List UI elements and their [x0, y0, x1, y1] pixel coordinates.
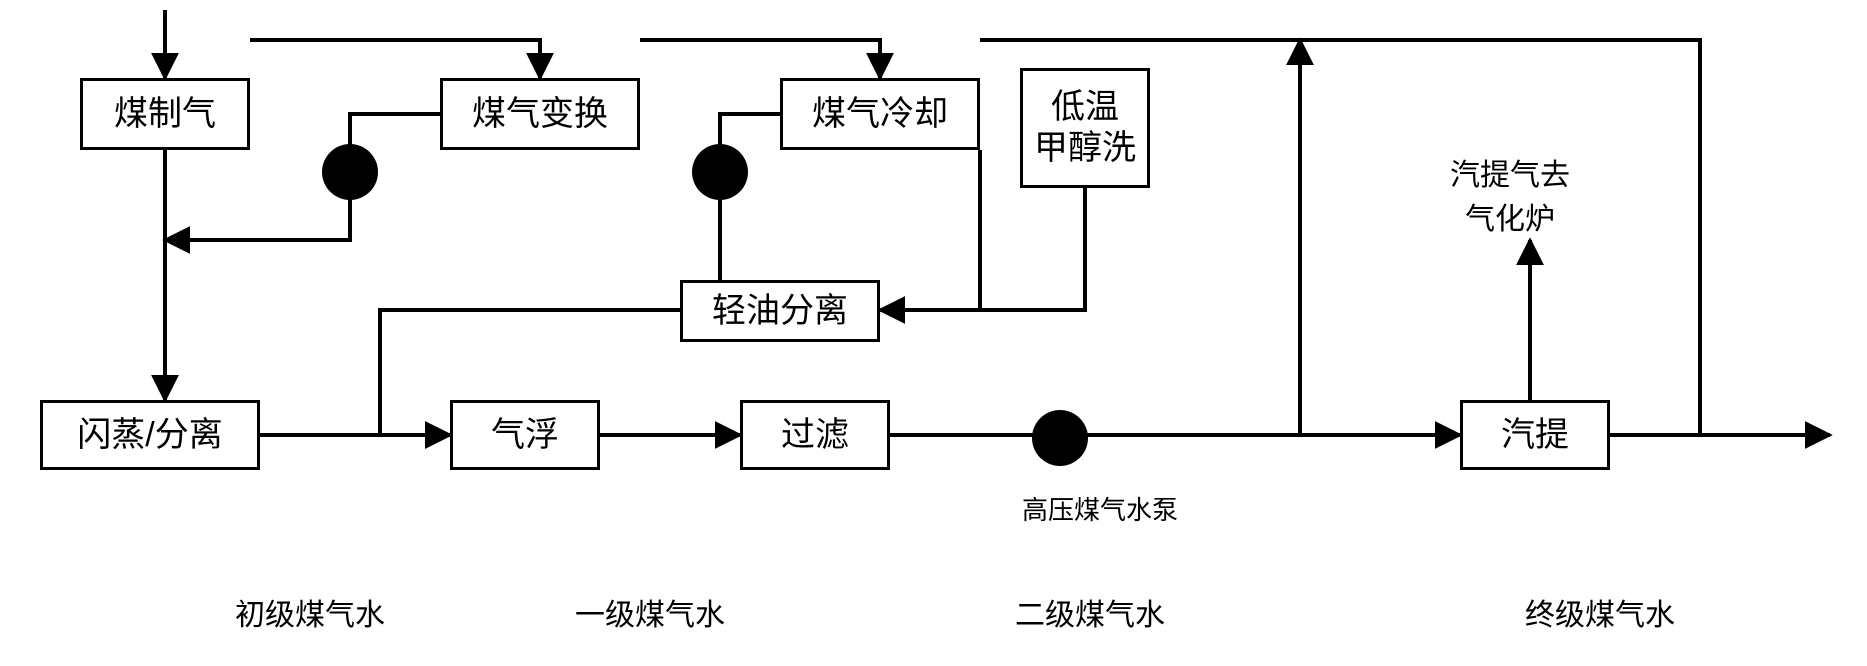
junction-dot2 — [692, 144, 748, 200]
label-lvl0: 初级煤气水 — [200, 590, 420, 634]
label-pump_label: 高压煤气水泵 — [1000, 490, 1200, 527]
node-label: 煤气变换 — [472, 94, 608, 135]
node-methanol_wash: 低温 甲醇洗 — [1020, 68, 1150, 188]
junction-dot1 — [322, 144, 378, 200]
node-label: 煤制气 — [114, 94, 216, 135]
node-coal_gas: 煤制气 — [80, 78, 250, 150]
node-label: 汽提 — [1501, 415, 1569, 456]
node-gas_shift: 煤气变换 — [440, 78, 640, 150]
label-lvl3: 终级煤气水 — [1490, 590, 1710, 634]
node-flash: 闪蒸/分离 — [40, 400, 260, 470]
edge-dot1_down_left — [165, 172, 350, 240]
edge-coalgas_to_shift — [250, 40, 540, 78]
label-lvl1: 一级煤气水 — [540, 590, 760, 634]
node-label: 轻油分离 — [712, 291, 848, 332]
node-label: 低温 甲醇洗 — [1034, 87, 1136, 169]
node-flotation: 气浮 — [450, 400, 600, 470]
label-strip_gas: 汽提气去 气化炉 — [1400, 150, 1620, 238]
junction-dot3 — [1032, 410, 1088, 466]
node-label: 过滤 — [781, 415, 849, 456]
node-light_oil: 轻油分离 — [680, 280, 880, 342]
edge-shift_to_cool — [640, 40, 880, 78]
node-gas_cool: 煤气冷却 — [780, 78, 980, 150]
node-stripping: 汽提 — [1460, 400, 1610, 470]
node-label: 闪蒸/分离 — [77, 415, 222, 456]
node-filter: 过滤 — [740, 400, 890, 470]
label-lvl2: 二级煤气水 — [980, 590, 1200, 634]
node-label: 煤气冷却 — [812, 94, 948, 135]
node-label: 气浮 — [491, 415, 559, 456]
edge-meth_to_merge — [880, 188, 1085, 310]
